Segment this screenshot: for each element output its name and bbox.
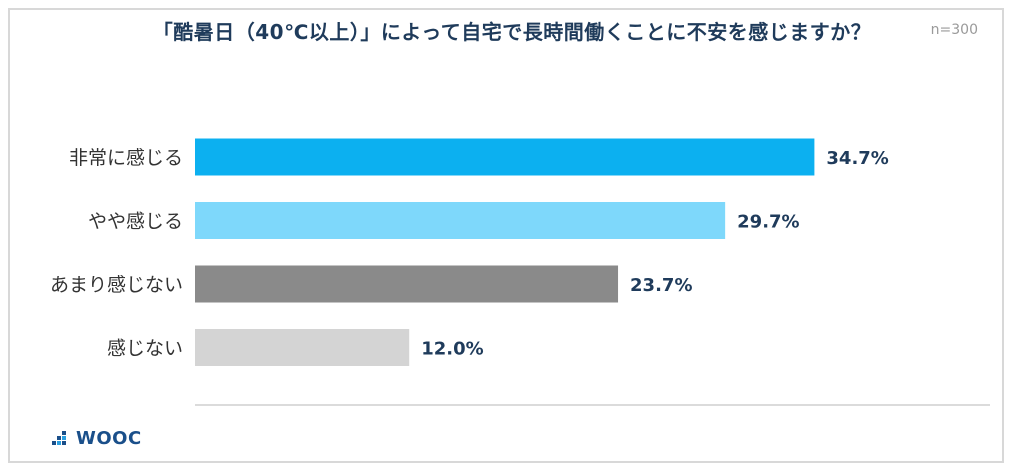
category-label: 感じない [107, 338, 183, 360]
value-label: 23.7% [630, 275, 692, 296]
sample-size-label: n=300 [930, 22, 978, 38]
chart-title: 「酷暑日（40℃以上）」によって自宅で長時間働くことに不安を感じますか？ [152, 20, 872, 44]
brand-logo-text: WOOC [76, 428, 142, 449]
bar [195, 265, 619, 303]
value-label: 12.0% [421, 339, 483, 360]
category-label: あまり感じない [50, 274, 183, 296]
bar [195, 202, 726, 239]
bar [195, 329, 410, 366]
category-label: 非常に感じる [69, 147, 183, 169]
category-label: やや感じる [88, 211, 183, 233]
brand-logo-icon [52, 430, 66, 445]
value-label: 29.7% [737, 212, 799, 233]
brand-logo: WOOC [52, 428, 142, 449]
value-label: 34.7% [826, 148, 888, 169]
bar [195, 138, 815, 176]
